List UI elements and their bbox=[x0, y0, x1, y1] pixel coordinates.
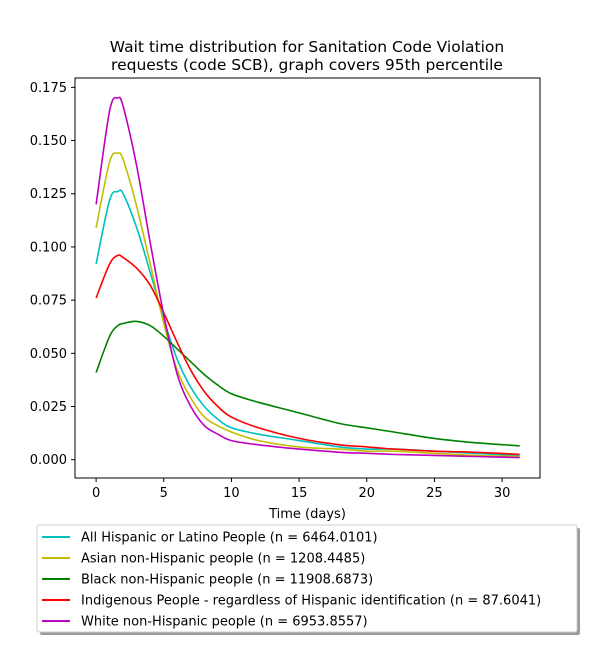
legend-label: Black non-Hispanic people (n = 11908.687… bbox=[81, 573, 373, 588]
series-line-2 bbox=[95, 152, 520, 458]
series-line-3 bbox=[95, 320, 520, 447]
legend-label: Asian non-Hispanic people (n = 1208.4485… bbox=[81, 552, 365, 567]
y-tick-label: 0.100 bbox=[30, 240, 67, 255]
y-tick-label: 0.075 bbox=[30, 294, 67, 309]
x-tick-label: 20 bbox=[359, 486, 376, 501]
x-tick-label: 10 bbox=[223, 486, 240, 501]
y-tick-label: 0.025 bbox=[30, 400, 67, 415]
legend-label: White non-Hispanic people (n = 6953.8557… bbox=[81, 615, 368, 630]
legend-label: All Hispanic or Latino People (n = 6464.… bbox=[81, 531, 378, 546]
chart-title-line: Wait time distribution for Sanitation Co… bbox=[110, 38, 504, 56]
x-tick-label: 5 bbox=[160, 486, 168, 501]
chart-title: Wait time distribution for Sanitation Co… bbox=[110, 38, 504, 74]
series-line-5 bbox=[95, 96, 520, 459]
series-line-4 bbox=[95, 254, 520, 456]
y-tick-label: 0.175 bbox=[30, 81, 67, 96]
x-tick-label: 30 bbox=[494, 486, 511, 501]
y-tick-label: 0.000 bbox=[30, 453, 67, 468]
legend-label: Indigenous People - regardless of Hispan… bbox=[81, 594, 541, 609]
series-lines bbox=[95, 96, 520, 459]
chart-title-line: requests (code SCB), graph covers 95th p… bbox=[111, 56, 503, 74]
x-axis-ticks: 0 5 10 15 20 25 30 bbox=[92, 478, 510, 501]
x-tick-label: 0 bbox=[92, 486, 100, 501]
x-tick-label: 15 bbox=[291, 486, 308, 501]
x-tick-label: 25 bbox=[426, 486, 443, 501]
axes-frame bbox=[74, 77, 541, 479]
y-tick-label: 0.050 bbox=[30, 347, 67, 362]
x-axis-label: Time (days) bbox=[268, 507, 346, 522]
y-tick-label: 0.150 bbox=[30, 134, 67, 149]
y-tick-label: 0.125 bbox=[30, 187, 67, 202]
legend-box bbox=[36, 524, 578, 633]
y-axis-ticks: 0.000 0.025 0.050 0.075 0.100 0.125 0.150 0.175 bbox=[30, 81, 75, 468]
legend: All Hispanic or Latino People (n = 6464.… bbox=[36, 524, 580, 635]
